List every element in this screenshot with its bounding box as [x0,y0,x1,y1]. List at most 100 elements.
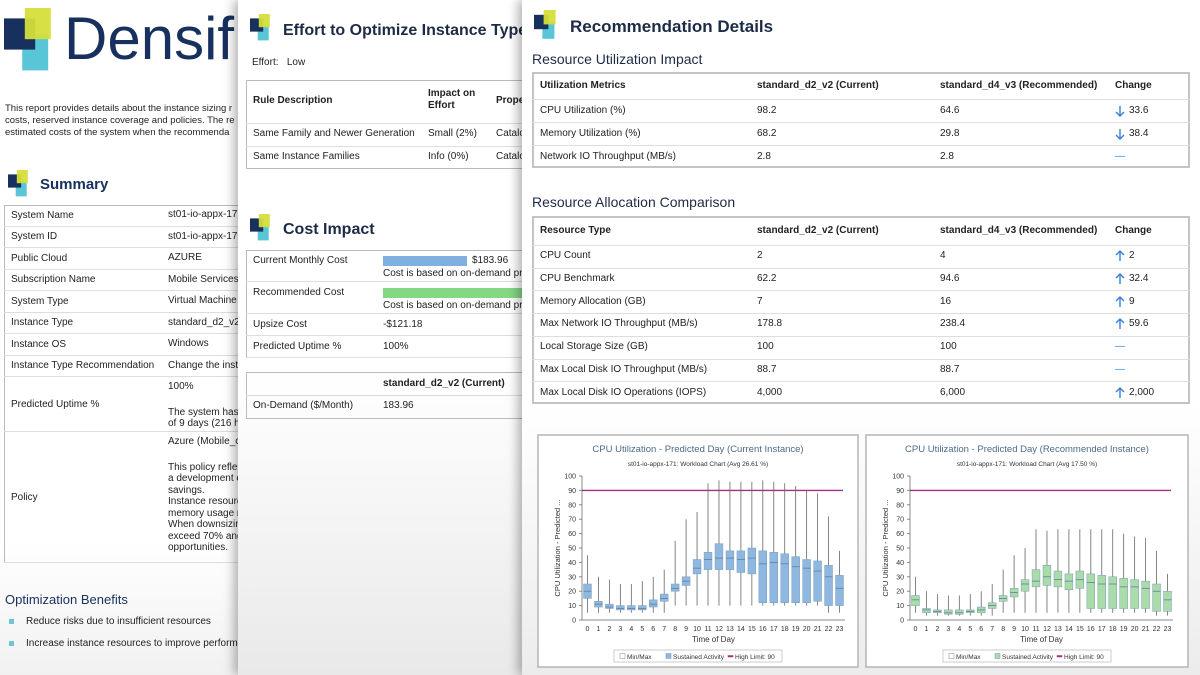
row-value: of 9 days (216 h [168,418,240,430]
table-cell: 238.4 [940,318,965,330]
row-value: This policy reflec [168,462,242,474]
table-cell: Memory Utilization (%) [540,128,641,140]
row-label: Subscription Name [11,274,95,286]
row-value: savings. [168,485,205,497]
effort-line: Effort: Low [252,57,305,69]
logo-icon [8,170,30,198]
row-value: When downsizin [168,519,241,531]
cost-note: Cost is based on on-demand pr [383,300,523,312]
section-title: Effort to Optimize Instance Type [283,22,525,40]
benefit-text: Increase instance resources to improve p… [26,638,243,650]
logo-icon [4,8,56,73]
cost-amount: 100% [383,341,409,353]
row-value: Instance resourc [168,496,242,508]
benefit-text: Reduce risks due to insufficient resourc… [26,616,211,628]
table-header: standard_d2_v2 (Current) [757,80,879,92]
table-cell: 7 [757,296,763,308]
table-cell: 4 [940,250,946,262]
change-arrow [1115,273,1125,285]
row-value: opportunities. [168,542,228,554]
row-value: Azure (Mobile_c [168,436,240,448]
table-cell: 4,000 [757,387,782,399]
change-arrow [1115,296,1125,308]
row-label: Policy [11,492,38,504]
table-cell: Max Local Disk IO Throughput (MB/s) [540,364,707,376]
row-label: Public Cloud [11,253,67,265]
table-cell: — [1115,151,1125,163]
row-label: Instance Type [11,317,73,329]
table-cell: Same Family and Newer Generation [253,128,415,140]
row-label: Current Monthly Cost [253,255,347,267]
logo-icon [250,14,272,42]
table-cell: CPU Benchmark [540,273,614,285]
row-border [532,268,1190,269]
row-label: System ID [11,231,57,243]
row-value: Mobile Services [168,274,239,286]
change-arrow [1115,318,1125,330]
report-panel: DensifThis report provides details about… [0,0,250,675]
table-cell: CPU Utilization (%) [540,105,626,117]
change-arrow [1115,105,1125,117]
section-title: Cost Impact [283,221,375,239]
row-value: st01-io-appx-17 [168,231,237,243]
table-cell: 29.8 [940,128,959,140]
table-header: standard_d2_v2 (Current) [757,225,879,237]
row-border [532,145,1190,146]
row-value: memory usage r [168,508,240,520]
intro-text: costs, reserved instance coverage and po… [5,115,235,127]
cost-bar [383,288,522,298]
row-value: st01-io-appx-17 [168,209,237,221]
table-cell: 88.7 [757,364,776,376]
row-value: exceed 70% and [168,531,243,543]
table-cell: Local Storage Size (GB) [540,341,648,353]
table-cell: Info (0%) [428,151,469,163]
row-label: Instance Type Recommendation [11,360,154,372]
row-border [532,245,1190,246]
row-border [532,381,1190,382]
change-arrow [1115,128,1125,140]
table-cell: Max Network IO Throughput (MB/s) [540,318,698,330]
table-cell: 88.7 [940,364,959,376]
table-cell: 33.6 [1129,105,1148,117]
table-header: Change [1115,80,1152,92]
table-header: Prope [496,95,525,107]
table-cell: 100 [757,341,774,353]
row-border [246,395,525,396]
table-header: Change [1115,225,1152,237]
row-label: Upsize Cost [253,319,307,331]
cost-amount: $183.96 [472,255,508,267]
row-border [246,123,525,124]
row-border [246,146,525,147]
table-cell: Memory Allocation (GB) [540,296,646,308]
table-header: Utilization Metrics [540,80,626,92]
row-label: Predicted Uptime % [11,399,99,411]
table-cell: 62.2 [757,273,776,285]
row-border [532,359,1190,360]
table-cell: Catalo [496,128,525,140]
table-cell: Same Instance Families [253,151,360,163]
row-border [532,99,1190,100]
table-cell: 2.8 [757,151,771,163]
row-value: standard_d2_v2 [168,317,240,329]
effort-panel: Effort to Optimize Instance Type Effort: … [238,0,525,675]
table-header: standard_d4_v3 (Recommended) [940,80,1097,92]
cost-amount: -$121.18 [383,319,422,331]
table-cell: 16 [940,296,951,308]
cost-note: Cost is based on on-demand pr [383,268,523,280]
row-value: The system has l [168,407,244,419]
row-value: Windows [168,338,209,350]
table-cell: 2.8 [940,151,954,163]
section-title: Resource Utilization Impact [532,51,702,67]
row-value: AZURE [168,252,202,264]
bullet [9,641,14,646]
row-label: System Name [11,210,74,222]
section-title: Resource Allocation Comparison [532,194,735,210]
table-cell: 59.6 [1129,318,1148,330]
row-value: a development e [168,473,242,485]
row-value: 100% [168,381,194,393]
table-cell: 183.96 [383,400,414,412]
table-cell: 6,000 [940,387,965,399]
change-arrow [1115,387,1125,399]
table-header: Impact on Effort [428,88,488,112]
table-cell: Catalo [496,151,525,163]
